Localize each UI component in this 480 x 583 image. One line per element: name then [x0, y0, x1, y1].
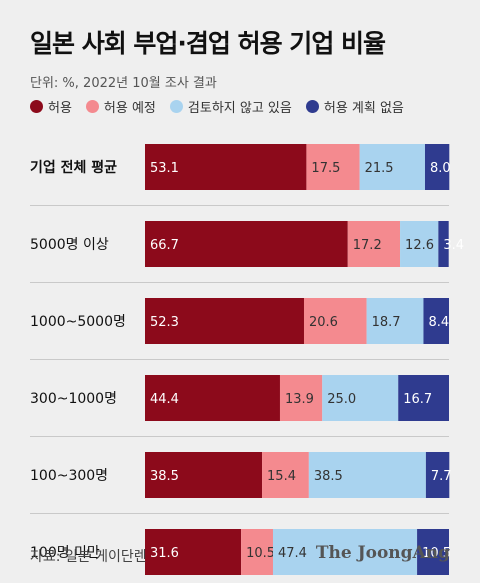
chart-subtitle: 단위: %, 2022년 10월 조사 결과 — [30, 76, 217, 91]
category-label: 100~300명 — [30, 468, 108, 484]
value-label: 17.5 — [311, 161, 340, 176]
value-label: 44.4 — [150, 392, 179, 407]
bar-segment — [359, 144, 425, 190]
bar-segment — [272, 529, 418, 575]
bar-segment — [417, 529, 449, 575]
value-label: 20.6 — [309, 315, 338, 330]
category-label: 1000~5000명 — [30, 314, 126, 330]
bar-segment — [145, 221, 348, 267]
bar-segment — [279, 375, 323, 421]
value-label: 38.5 — [150, 469, 179, 484]
value-label: 10.5 — [422, 546, 451, 561]
legend-swatch-no-plan — [305, 100, 319, 113]
bar-segment — [423, 298, 449, 344]
legend-label-planned: 허용 예정 — [103, 101, 156, 116]
value-label: 52.3 — [150, 315, 179, 330]
legend-swatch-allowed — [30, 100, 43, 113]
value-label: 10.5 — [246, 546, 275, 561]
legend-label-no-plan: 허용 계획 없음 — [323, 101, 404, 116]
legend: 허용 허용 예정 검토하지 않고 있음 허용 계획 없음 — [30, 97, 404, 116]
category-label: 300~1000명 — [30, 391, 117, 407]
legend-swatch-planned — [85, 100, 99, 113]
legend-item-not-considering: 검토하지 않고 있음 — [169, 97, 292, 116]
bar-segment — [241, 529, 273, 575]
bar-segment — [425, 452, 450, 498]
category-label: 기업 전체 평균 — [30, 159, 117, 176]
bar-segment — [322, 375, 399, 421]
legend-item-no-plan: 허용 계획 없음 — [305, 97, 404, 116]
value-label: 21.5 — [365, 161, 394, 176]
bar-segment — [306, 144, 360, 190]
bar-segment — [347, 221, 401, 267]
bar-segment — [303, 298, 367, 344]
bar-segment — [438, 221, 449, 267]
value-label: 17.2 — [353, 238, 382, 253]
value-label: 15.4 — [267, 469, 296, 484]
value-label: 13.9 — [285, 392, 314, 407]
bar-segment — [400, 221, 439, 267]
value-label: 66.7 — [150, 238, 179, 253]
legend-item-planned: 허용 예정 — [85, 97, 156, 116]
legend-label-not-considering: 검토하지 않고 있음 — [187, 101, 292, 116]
bar-segment — [262, 452, 309, 498]
value-label: 18.7 — [372, 315, 401, 330]
source-note: 자료: 일본 게이단렌 — [30, 549, 147, 565]
category-label: 100명 미만 — [30, 545, 100, 561]
value-label: 7.7 — [431, 469, 452, 484]
value-label: 3.4 — [443, 238, 464, 253]
bar-segment — [308, 452, 426, 498]
bar-segment — [145, 529, 242, 575]
legend-label-allowed: 허용 — [48, 101, 72, 116]
legend-item-allowed: 허용 — [30, 97, 72, 116]
value-label: 31.6 — [150, 546, 179, 561]
value-label: 8.4 — [428, 315, 449, 330]
value-label: 25.0 — [327, 392, 356, 407]
bar-segment — [366, 298, 424, 344]
bar-segment — [424, 144, 450, 190]
value-label: 38.5 — [314, 469, 343, 484]
value-label: 12.6 — [405, 238, 434, 253]
chart-title: 일본 사회 부업·겸업 허용 기업 비율 — [30, 29, 386, 58]
brand-logo: The JoongAng — [315, 543, 450, 563]
value-label: 53.1 — [150, 161, 179, 176]
category-label: 5000명 이상 — [30, 237, 109, 253]
legend-swatch-not-considering — [169, 100, 183, 113]
bar-segment — [145, 452, 263, 498]
bar-segment — [398, 375, 449, 421]
value-label: 16.7 — [403, 392, 432, 407]
bar-segment — [145, 375, 280, 421]
bar-segment — [145, 298, 304, 344]
value-label: 8.0 — [430, 161, 451, 176]
value-label: 47.4 — [278, 546, 307, 561]
bar-segment — [145, 144, 307, 190]
